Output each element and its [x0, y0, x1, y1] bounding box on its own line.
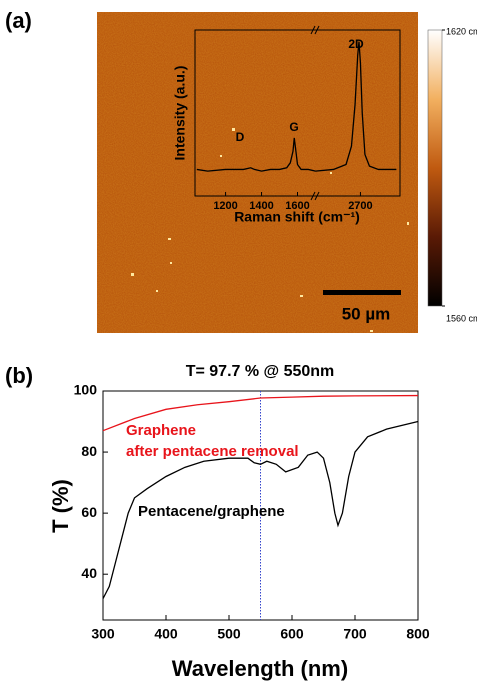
y-tick-label: 40	[81, 565, 97, 581]
scale-bar	[323, 290, 401, 295]
y-axis-label: T (%)	[48, 479, 73, 533]
scale-bar-label: 50 µm	[342, 304, 391, 323]
peak-label: G	[289, 120, 298, 134]
x-tick-label: 500	[217, 626, 241, 642]
map-texture	[97, 12, 418, 333]
x-tick-label: 600	[280, 626, 304, 642]
x-tick-label: 1400	[249, 200, 273, 212]
x-tick-label: 700	[343, 626, 367, 642]
colorbar	[428, 30, 442, 306]
figure: 50 µm (a) (b) T= 97.7 % @ 550nm Raman sh…	[0, 0, 477, 690]
x-tick-label: 1600	[285, 200, 309, 212]
x-tick-label: 1200	[213, 200, 237, 212]
x-tick-label: 800	[406, 626, 430, 642]
x-tick-label: 300	[91, 626, 115, 642]
peak-label: 2D	[348, 37, 364, 51]
y-tick-label: 60	[81, 504, 97, 520]
colorbar-label: 1560 cm⁻¹	[446, 313, 477, 323]
curve-label: Pentacene/graphene	[138, 503, 285, 520]
panel-label: (a)	[5, 8, 32, 33]
x-tick-label: 2700	[348, 200, 372, 212]
curve-label: Graphene	[126, 422, 196, 439]
y-tick-label: 80	[81, 443, 97, 459]
colorbar-label: 1620 cm⁻¹	[446, 26, 477, 36]
peak-label: D	[236, 130, 245, 144]
y-tick-label: 100	[74, 382, 98, 398]
x-tick-label: 400	[154, 626, 178, 642]
curve-label: after pentacene removal	[126, 443, 299, 460]
x-axis-label: Wavelength (nm)	[172, 656, 348, 681]
y-axis-label: Intensity (a.u.)	[172, 66, 188, 161]
panel-label: (b)	[5, 363, 33, 388]
chart-title: T= 97.7 % @ 550nm	[186, 363, 335, 380]
